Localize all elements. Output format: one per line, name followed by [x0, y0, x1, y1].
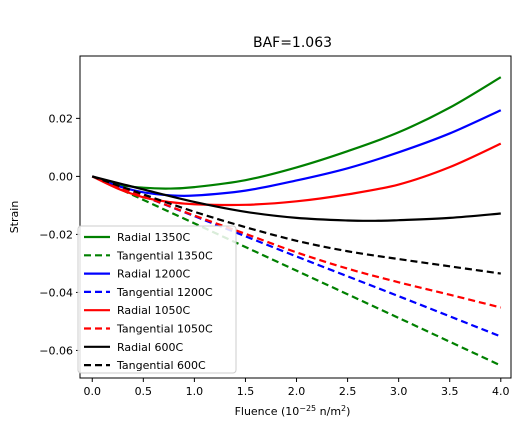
plot-area-frame — [79, 55, 512, 379]
x-tick-label: 1.0 — [186, 385, 204, 398]
x-tick-label: 1.5 — [237, 385, 255, 398]
x-tick-label: 3.5 — [441, 385, 459, 398]
series-line-radial-1050c — [91, 142, 502, 207]
y-tick-label: 0.00 — [49, 170, 74, 183]
x-tick-label: 4.0 — [492, 385, 510, 398]
series-line-tangential-1050c — [91, 175, 502, 309]
x-tick-label: 0.5 — [135, 385, 153, 398]
legend-label: Radial 600C — [117, 341, 183, 354]
x-axis-label: Fluence (10−25 n/m2) — [235, 404, 351, 418]
legend-label: Radial 1350C — [117, 231, 190, 244]
series-line-tangential-1350c — [91, 175, 502, 367]
legend-label: Tangential 1350C — [116, 249, 213, 262]
series-lines — [91, 76, 502, 367]
legend-label: Radial 1200C — [117, 268, 190, 281]
chart-title: BAF=1.063 — [253, 35, 332, 51]
y-tick-label: −0.02 — [39, 228, 73, 241]
series-line-radial-600c — [91, 175, 501, 222]
legend-label: Tangential 600C — [116, 359, 206, 372]
y-tick-label: −0.04 — [39, 286, 73, 299]
legend-label: Tangential 1050C — [116, 323, 213, 336]
legend: Radial 1350C Tangential 1350C Radial 1200C… — [77, 225, 237, 374]
x-tick-label: 0.0 — [84, 385, 102, 398]
y-tick-label: 0.02 — [49, 112, 74, 125]
series-line-tangential-600c — [91, 175, 501, 275]
y-axis-label: Strain — [8, 201, 21, 234]
legend-box — [77, 225, 237, 374]
x-tick-label: 2.0 — [288, 385, 306, 398]
x-tick-label: 3.0 — [390, 385, 408, 398]
legend-label: Radial 1050C — [117, 304, 190, 317]
axis-ticks: 0.0 0.5 1.0 1.5 2.0 2.5 3.0 3.5 4.0 −0.06 −0.04 −0.… — [39, 112, 509, 398]
legend-label: Tangential 1200C — [116, 286, 213, 299]
y-tick-label: −0.06 — [39, 344, 73, 357]
x-tick-label: 2.5 — [339, 385, 357, 398]
